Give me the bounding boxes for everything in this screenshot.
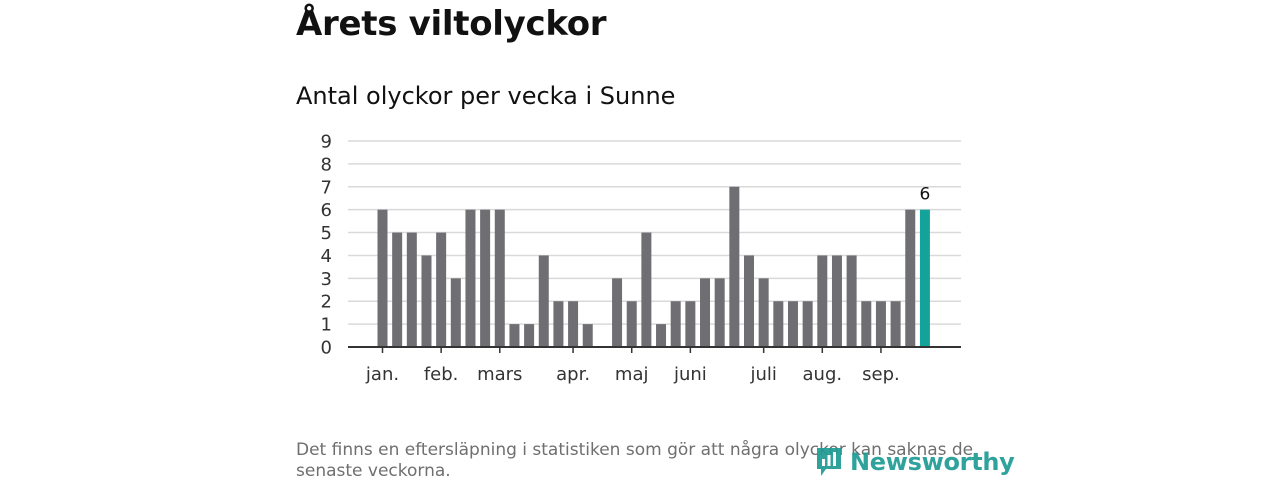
x-tick-label: feb. — [424, 364, 459, 385]
bar — [641, 232, 652, 347]
bar — [846, 255, 857, 347]
bar — [538, 255, 549, 347]
bar — [875, 301, 886, 347]
bar — [861, 301, 872, 347]
bar — [700, 278, 711, 347]
y-tick-label: 4 — [321, 246, 332, 267]
bar — [773, 301, 784, 347]
bar — [905, 209, 916, 347]
bar — [406, 232, 417, 347]
x-tick-label: jan. — [365, 364, 399, 385]
bar — [685, 301, 696, 347]
y-tick-label: 6 — [321, 200, 332, 221]
y-tick-label: 2 — [321, 292, 332, 313]
bar — [744, 255, 754, 347]
bar — [758, 278, 769, 347]
data-label: 6 — [920, 185, 931, 205]
bar — [714, 278, 725, 347]
bar — [450, 278, 461, 347]
chart-title: Årets viltolyckor — [296, 4, 607, 44]
y-tick-label: 9 — [321, 132, 332, 153]
x-tick-label: aug. — [803, 364, 843, 385]
bar — [729, 186, 740, 347]
bar — [524, 324, 535, 347]
bar — [436, 232, 447, 347]
bar — [656, 324, 667, 347]
y-tick-label: 8 — [321, 154, 332, 175]
y-tick-label: 3 — [321, 269, 332, 290]
y-tick-label: 0 — [321, 338, 332, 359]
x-tick-label: juni — [673, 364, 707, 385]
footnote: Det finns en eftersläpning i statistiken… — [296, 440, 974, 481]
bar — [787, 301, 798, 347]
bar — [509, 324, 520, 347]
bar — [392, 232, 403, 347]
bar — [890, 301, 901, 347]
bar — [465, 209, 476, 347]
bar — [377, 209, 388, 347]
x-tick-label: maj — [615, 364, 649, 385]
bar — [494, 209, 505, 347]
brand-name: Newsworthy — [850, 448, 1015, 476]
y-tick-label: 5 — [321, 223, 332, 244]
bar — [670, 301, 681, 347]
x-tick-label: juli — [749, 364, 776, 385]
chart-subtitle: Antal olyckor per vecka i Sunne — [296, 82, 676, 110]
y-tick-label: 7 — [321, 177, 332, 198]
bar — [831, 255, 842, 347]
x-tick-label: apr. — [556, 364, 590, 385]
highlight-bar — [919, 209, 930, 347]
bar — [817, 255, 828, 347]
newsworthy-logo-icon — [817, 448, 841, 476]
y-tick-label: 1 — [321, 315, 332, 336]
bar — [421, 255, 432, 347]
bar — [626, 301, 637, 347]
bar — [802, 301, 813, 347]
bar — [612, 278, 623, 347]
x-tick-label: mars — [477, 364, 522, 385]
bar — [480, 209, 491, 347]
brand-logo: Newsworthy — [814, 444, 1015, 480]
x-tick-label: sep. — [862, 364, 900, 385]
bar — [582, 324, 593, 347]
bar — [568, 301, 579, 347]
bar — [553, 301, 564, 347]
